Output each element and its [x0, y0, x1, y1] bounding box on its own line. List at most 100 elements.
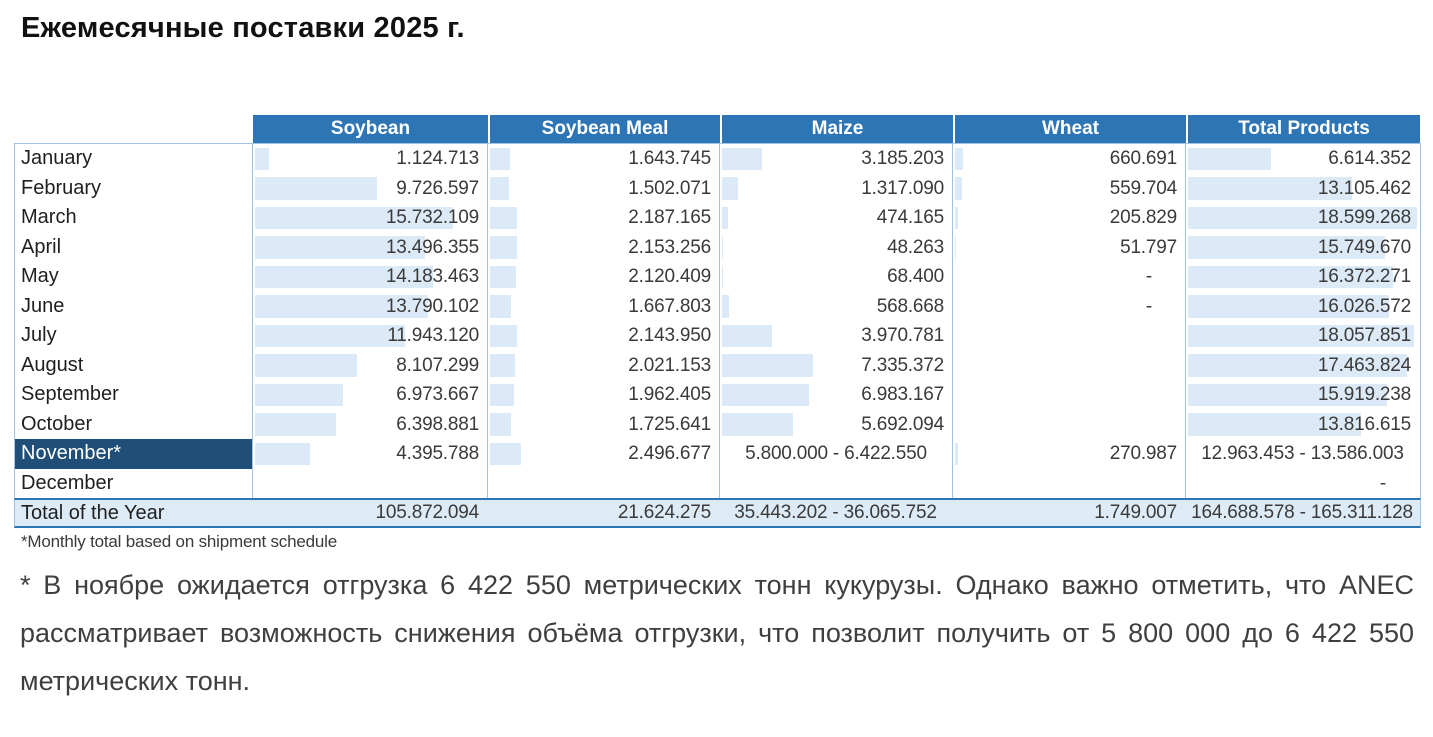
data-cell: [952, 409, 1185, 439]
cell-value: 15.919.238: [1317, 384, 1411, 405]
data-cell: [952, 350, 1185, 380]
cell-value: 270.987: [1109, 443, 1177, 464]
data-cell: 4.395.788: [252, 439, 487, 469]
cell-value: 474.165: [876, 207, 944, 228]
data-cell: 1.725.641: [487, 409, 719, 439]
data-cell: 1.643.745: [487, 144, 719, 174]
data-bar: [955, 177, 962, 200]
data-cell: 18.057.851: [1185, 321, 1419, 351]
data-cell: 11.943.120: [252, 321, 487, 351]
cell-value: 205.829: [1109, 207, 1177, 228]
cell-value: 1.124.713: [396, 148, 479, 169]
data-cell: 6.983.167: [719, 380, 952, 410]
data-bar: [490, 383, 515, 406]
cell-value: 2.120.409: [628, 266, 711, 287]
cell-value: 3.185.203: [861, 148, 944, 169]
data-bar: [722, 147, 762, 170]
cell-value: 1.725.641: [628, 413, 711, 435]
table-row: November* 4.395.788 2.496.677 5.800.000 - 6…: [15, 439, 1420, 469]
data-cell: 205.829: [952, 203, 1185, 233]
data-cell: 1.667.803: [487, 291, 719, 321]
cell-value: 2.187.165: [628, 207, 711, 228]
data-bar: [955, 206, 958, 229]
data-cell: 5.800.000 - 6.422.550: [719, 439, 952, 469]
cell-value: -: [1379, 472, 1386, 494]
data-cell: 16.372.271: [1185, 262, 1419, 292]
table-row: August 8.107.299 2.021.153 7.335.372 17.463.…: [15, 350, 1420, 380]
cell-value: 68.400: [887, 266, 944, 287]
data-bar: [490, 442, 521, 465]
cell-value: 5.692.094: [861, 413, 944, 435]
data-cell: 559.704: [952, 173, 1185, 203]
month-cell: March: [21, 206, 77, 228]
data-cell: 12.963.453 - 13.586.003: [1185, 439, 1419, 469]
data-cell: -: [952, 291, 1185, 321]
cell-value: 1.317.090: [861, 177, 944, 199]
data-cell: 1.962.405: [487, 380, 719, 410]
data-bar: [255, 147, 270, 170]
data-bar: [722, 383, 810, 406]
data-cell: [487, 468, 719, 498]
cell-value: 2.021.153: [628, 354, 711, 376]
data-cell: 3.185.203: [719, 144, 952, 174]
data-bar: [1188, 177, 1353, 200]
column-header: Soybean Meal: [488, 115, 720, 143]
data-cell: 7.335.372: [719, 350, 952, 380]
data-cell: 1.317.090: [719, 173, 952, 203]
table-row: September 6.973.667 1.962.405 6.983.167 15.9…: [15, 380, 1420, 410]
data-cell: 68.400: [719, 262, 952, 292]
cell-value: 35.443.202 - 36.065.752: [734, 502, 937, 523]
note-paragraph: * В ноябре ожидается отгрузка 6 422 550 …: [20, 570, 1414, 696]
column-header: Maize: [720, 115, 953, 143]
cell-value: 21.624.275: [617, 502, 711, 523]
data-bar: [722, 324, 772, 347]
cell-value: 17.463.824: [1317, 354, 1411, 376]
data-bar: [255, 442, 311, 465]
cell-value: -: [1145, 295, 1152, 317]
column-header: Wheat: [953, 115, 1186, 143]
data-bar: [1188, 206, 1417, 229]
cell-value: 13.790.102: [385, 295, 479, 317]
data-cell: 13.105.462: [1185, 173, 1419, 203]
shipments-table: Soybean Soybean Meal Maize Wheat Total Produ…: [14, 115, 1421, 528]
data-bar: [722, 413, 793, 436]
cell-value: 2.153.256: [628, 236, 711, 258]
month-cell: September: [21, 383, 119, 405]
cell-value: 18.057.851: [1317, 325, 1411, 346]
data-cell: 17.463.824: [1185, 350, 1419, 380]
data-cell: 105.872.094: [252, 500, 487, 526]
data-cell: 6.973.667: [252, 380, 487, 410]
data-bar: [955, 236, 956, 259]
month-cell: October: [21, 412, 93, 435]
table-row: February 9.726.597 1.502.071 1.317.090 559.7…: [15, 173, 1420, 203]
data-cell: 6.398.881: [252, 409, 487, 439]
data-bar: [255, 236, 425, 259]
data-bar: [955, 442, 959, 465]
cell-value: 6.973.667: [396, 384, 479, 405]
cell-value: 13.105.462: [1317, 177, 1411, 199]
total-label: Total of the Year: [21, 502, 165, 524]
cell-value: 5.800.000 - 6.422.550: [745, 443, 927, 464]
data-cell: [719, 468, 952, 498]
month-cell: January: [21, 147, 93, 169]
data-bar: [490, 206, 518, 229]
data-bar: [1188, 295, 1389, 318]
table-row: October 6.398.881 1.725.641 5.692.094 13.816…: [15, 409, 1420, 439]
month-cell: November*: [15, 439, 252, 469]
data-cell: 1.124.713: [252, 144, 487, 174]
cell-value: 568.668: [876, 295, 944, 317]
data-bar: [722, 206, 728, 229]
table-corner-cell: [14, 115, 253, 143]
cell-value: 1.962.405: [628, 384, 711, 405]
data-bar: [1188, 354, 1407, 377]
data-cell: 1.502.071: [487, 173, 719, 203]
cell-value: 4.395.788: [396, 443, 479, 464]
data-cell: 2.120.409: [487, 262, 719, 292]
data-bar: [1188, 236, 1386, 259]
data-bar: [722, 265, 723, 288]
data-cell: 568.668: [719, 291, 952, 321]
data-bar: [1188, 265, 1394, 288]
cell-value: 51.797: [1120, 236, 1177, 258]
data-cell: 14.183.463: [252, 262, 487, 292]
data-bar: [490, 354, 516, 377]
